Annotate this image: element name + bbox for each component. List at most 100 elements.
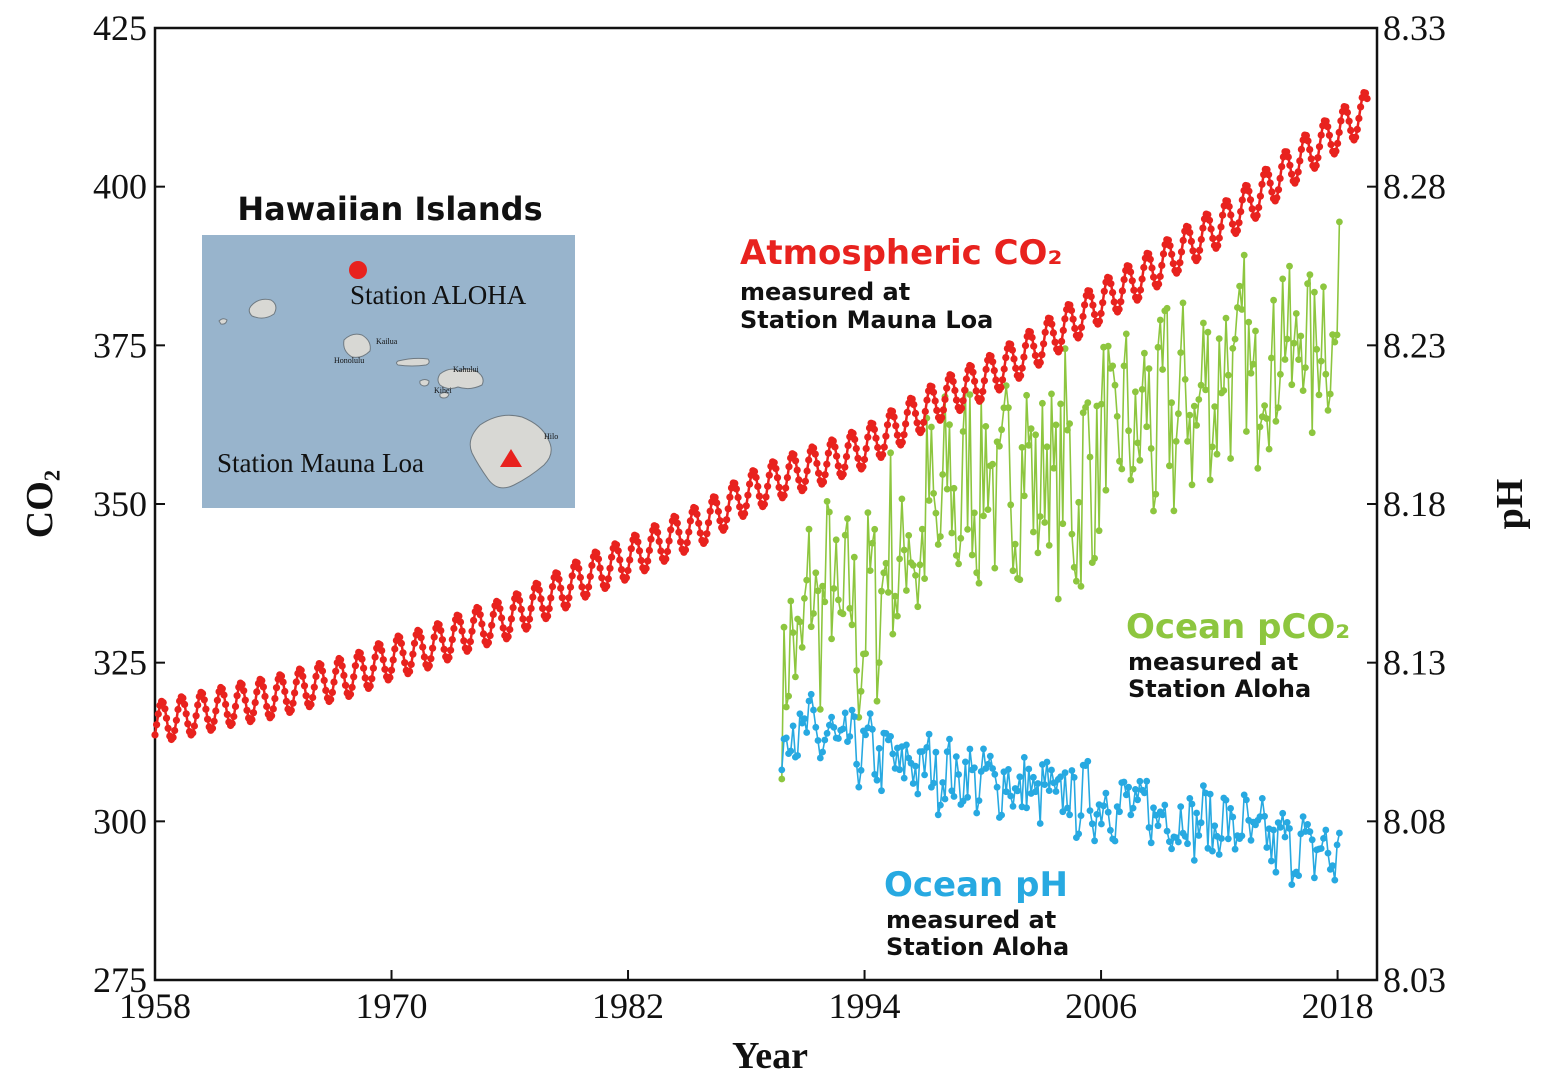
atmospheric-co2-point [844, 442, 852, 450]
atmospheric-co2-point [218, 685, 226, 693]
atmospheric-co2-point [1030, 342, 1038, 350]
annotation-co2-title: Atmospheric CO₂ [740, 233, 1062, 273]
atmospheric-co2-point [851, 435, 859, 443]
atmospheric-co2-point [578, 583, 586, 591]
atmospheric-co2-point [642, 564, 650, 573]
ocean-ph-point [1086, 807, 1094, 814]
atmospheric-co2-point [1245, 187, 1253, 195]
atmospheric-co2-point [1253, 211, 1261, 219]
ocean-pco2-point [1265, 445, 1273, 453]
ocean-ph-point [998, 811, 1005, 819]
atmospheric-co2-point [292, 678, 300, 686]
atmospheric-co2-point [527, 604, 535, 613]
atmospheric-co2-point [1018, 364, 1026, 372]
ocean-pco2-point [1313, 345, 1321, 353]
ocean-ph-point [921, 771, 928, 779]
y-left-tick-label: 275 [93, 960, 147, 1000]
ocean-pco2-point [921, 575, 928, 582]
ocean-ph-point [889, 750, 897, 758]
x-tick-label: 1982 [592, 986, 664, 1026]
ocean-pco2-point [1125, 427, 1132, 435]
island-kauai [248, 298, 277, 319]
atmospheric-co2-point [222, 700, 230, 709]
atmospheric-co2-point [1105, 274, 1113, 282]
atmospheric-co2-point [938, 414, 946, 422]
atmospheric-co2-point [430, 633, 438, 641]
ocean-ph-point [1186, 795, 1194, 802]
atmospheric-co2-point [1353, 125, 1361, 133]
y-right-tick-label: 8.03 [1383, 960, 1446, 1000]
atmospheric-co2-point [1097, 309, 1105, 318]
ocean-pco2-point [1039, 399, 1046, 407]
ocean-pco2-point [925, 497, 933, 504]
ocean-pco2-point [1186, 411, 1194, 419]
atmospheric-co2-point [486, 632, 494, 640]
atmospheric-co2-point [371, 653, 379, 661]
atmospheric-co2-point [1069, 315, 1077, 323]
atmospheric-co2-point [1237, 208, 1245, 216]
ocean-pco2-point [801, 595, 808, 602]
atmospheric-co2-point [1002, 354, 1010, 362]
ocean-pco2-point [782, 703, 790, 711]
atmospheric-co2-point [419, 643, 427, 651]
ocean-pco2-point [787, 597, 795, 605]
atmospheric-co2-point [1217, 223, 1225, 231]
ocean-ph-point [1336, 829, 1343, 837]
ocean-pco2-point [1145, 365, 1153, 372]
y-right-tick-label: 8.33 [1383, 8, 1446, 48]
atmospheric-co2-point [1086, 287, 1094, 295]
atmospheric-co2-point [378, 647, 386, 655]
atmospheric-co2-point [1095, 317, 1103, 325]
atmospheric-co2-point [675, 528, 683, 536]
atmospheric-co2-point [558, 594, 566, 602]
ocean-ph-point [1032, 788, 1039, 796]
atmospheric-co2-point [241, 696, 249, 704]
ocean-pco2-point [814, 587, 822, 595]
annotation-ph-title: Ocean pH [884, 865, 1068, 905]
ocean-pco2-point [966, 391, 974, 398]
ocean-pco2-point [1075, 498, 1083, 506]
atmospheric-co2-point [1334, 139, 1342, 147]
atmospheric-co2-point [387, 666, 396, 674]
ocean-ph-point [984, 760, 992, 768]
ocean-pco2-point [785, 692, 792, 700]
atmospheric-co2-point [864, 433, 872, 441]
atmospheric-co2-point [1169, 260, 1177, 268]
ocean-ph-point [991, 770, 999, 778]
atmospheric-co2-point [732, 485, 741, 493]
ocean-ph-point [955, 771, 962, 778]
atmospheric-co2-point [366, 682, 374, 690]
ocean-ph-point [1127, 811, 1135, 819]
atmospheric-co2-point [1146, 255, 1154, 263]
atmospheric-co2-point [724, 505, 732, 513]
atmospheric-co2-point [456, 618, 465, 626]
atmospheric-co2-point [821, 471, 829, 479]
atmospheric-co2-point [1325, 131, 1333, 139]
atmospheric-co2-point [805, 456, 813, 464]
atmospheric-co2-point [1194, 254, 1202, 262]
ocean-ph-point [835, 735, 842, 742]
atmospheric-co2-point [939, 406, 948, 414]
atmospheric-co2-point [723, 516, 731, 524]
ocean-ph-point [1068, 767, 1076, 774]
ocean-ph-point [794, 752, 801, 759]
atmospheric-co2-point [614, 547, 622, 555]
atmospheric-co2-point [686, 517, 695, 525]
atmospheric-co2-point [1276, 174, 1284, 182]
ocean-ph-point [1107, 826, 1114, 834]
atmospheric-co2-point [346, 690, 355, 698]
atmospheric-co2-point [289, 699, 297, 707]
ocean-ph-point [989, 765, 996, 772]
ocean-pco2-point [778, 775, 786, 783]
ocean-pco2-point [1279, 275, 1287, 283]
ocean-ph-point [1272, 868, 1280, 876]
y-left-tick-label: 350 [93, 484, 147, 524]
ocean-pco2-point [1134, 439, 1141, 447]
ocean-pco2-point [1007, 501, 1015, 509]
ocean-ph-point [1206, 790, 1214, 798]
atmospheric-co2-point [795, 476, 803, 484]
atmospheric-co2-point [754, 482, 762, 491]
ocean-pco2-point [1163, 304, 1171, 312]
atmospheric-co2-point [645, 546, 654, 555]
atmospheric-co2-point [1215, 234, 1223, 242]
